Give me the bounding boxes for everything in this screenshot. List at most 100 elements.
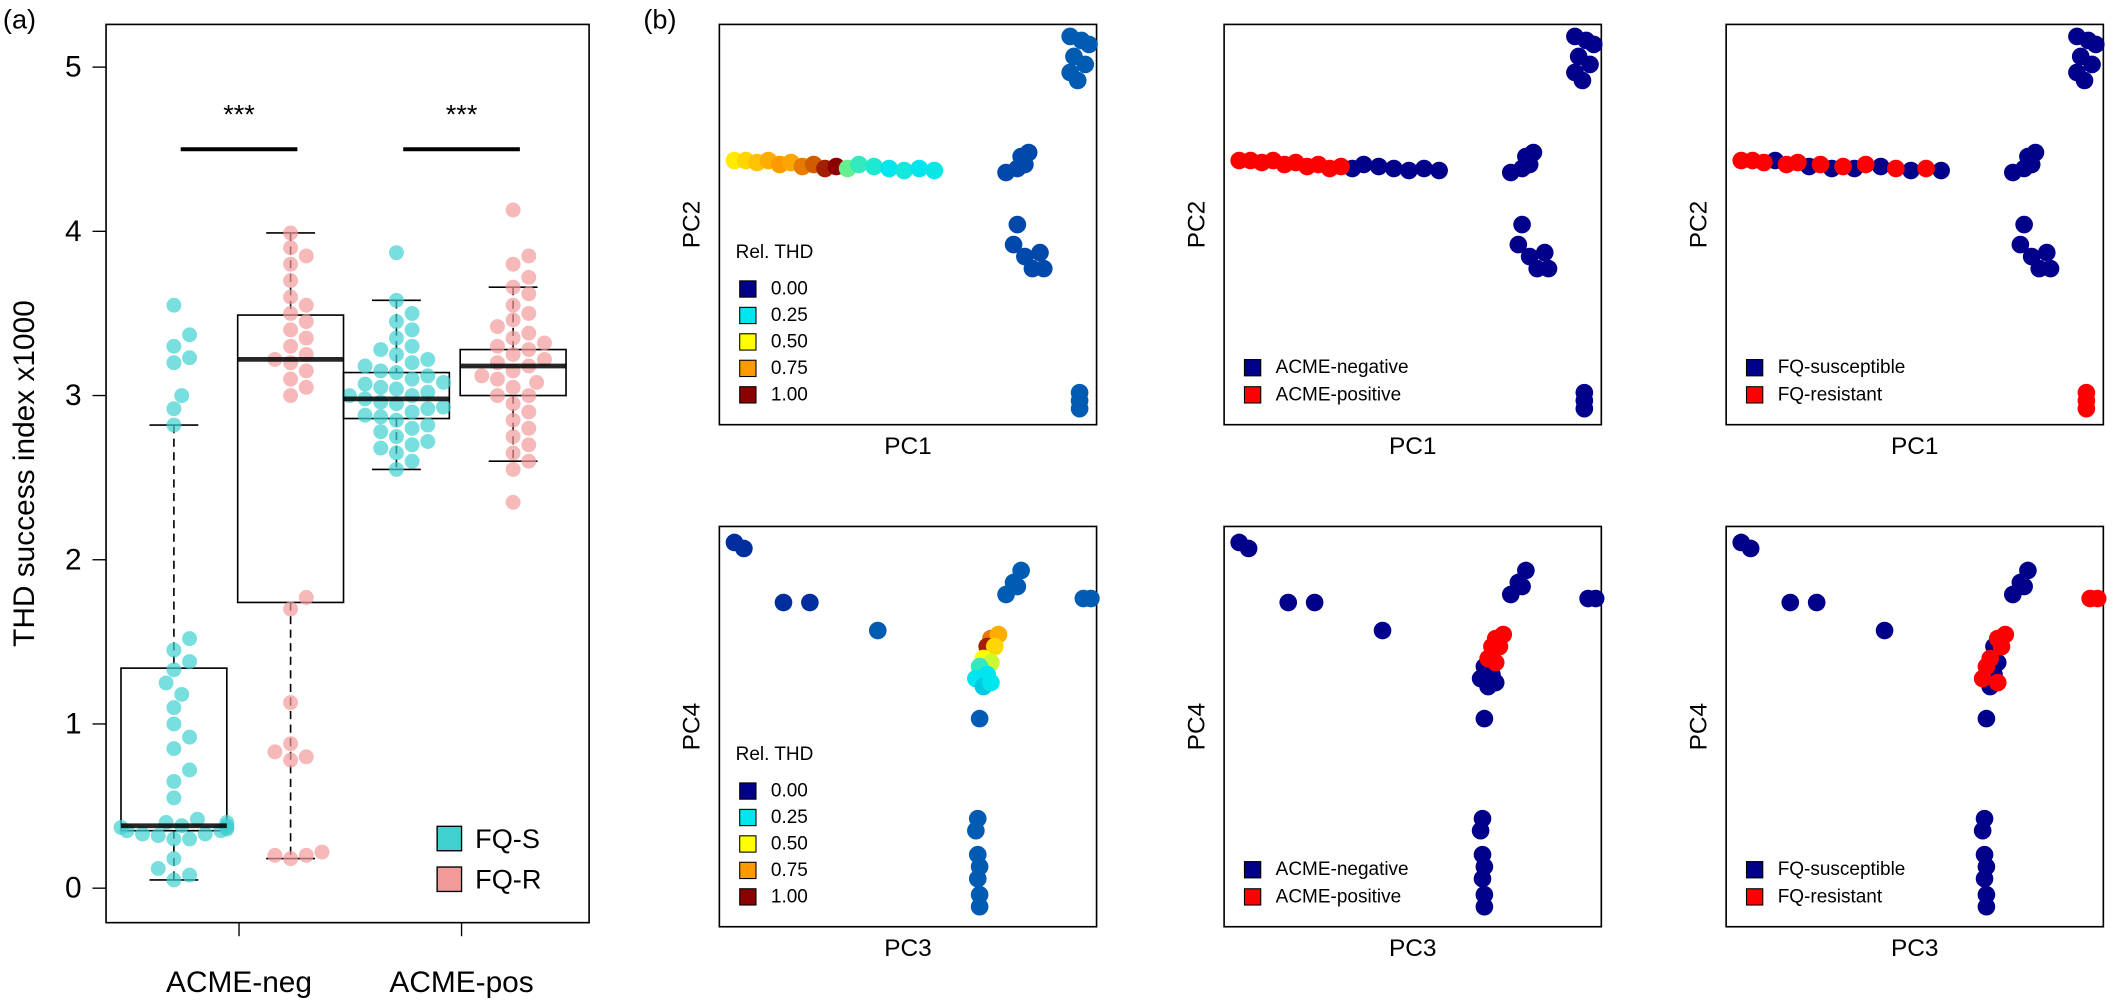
data-point <box>166 338 182 354</box>
data-point <box>182 831 198 847</box>
data-point <box>1369 157 1388 176</box>
data-point <box>1430 161 1448 180</box>
panel-label: (a) <box>3 3 36 34</box>
legend-swatch <box>739 808 757 827</box>
legend-label: 0.75 <box>771 358 808 379</box>
data-point <box>1486 653 1505 672</box>
data-point <box>505 396 521 412</box>
data-point <box>182 867 198 883</box>
data-point <box>2011 235 2030 254</box>
data-point <box>1016 155 1034 174</box>
x-axis-label: PC1 <box>1891 433 1938 460</box>
data-point <box>895 161 914 180</box>
data-point <box>1031 243 1049 262</box>
data-point <box>505 256 521 272</box>
data-point <box>298 847 314 863</box>
data-point <box>314 844 330 860</box>
data-point <box>166 872 182 888</box>
data-point <box>420 351 436 367</box>
data-point <box>1415 159 1433 178</box>
data-point <box>166 716 182 732</box>
panel-label: (b) <box>643 3 676 34</box>
data-point <box>388 445 404 461</box>
legend-swatch <box>1745 888 1764 906</box>
data-point <box>1486 673 1505 692</box>
legend-label: 0.25 <box>771 305 808 326</box>
data-point <box>1076 55 1095 74</box>
legend-label: ACME-negative <box>1276 357 1409 378</box>
data-point <box>505 429 521 445</box>
data-point <box>166 700 182 716</box>
plot-frame <box>718 525 1098 928</box>
legend-swatch <box>739 280 757 298</box>
legend-label: 0.50 <box>771 331 808 352</box>
data-point <box>489 338 505 354</box>
data-point <box>850 155 868 174</box>
data-point <box>521 404 537 420</box>
data-point <box>536 335 552 351</box>
data-point <box>1586 589 1605 608</box>
data-point <box>166 401 182 417</box>
x-tick-label: ACME-neg <box>166 966 312 999</box>
plot-frame <box>1725 23 2105 426</box>
data-point <box>1332 157 1350 176</box>
data-point <box>505 312 521 328</box>
significance-label: *** <box>446 98 478 129</box>
data-point <box>505 494 521 510</box>
plot-frame <box>718 23 1098 426</box>
y-axis-label: PC2 <box>1183 201 1210 248</box>
data-point <box>166 831 182 847</box>
legend-swatch <box>1243 386 1262 404</box>
y-tick-label: 0 <box>65 872 82 905</box>
data-point <box>298 363 314 379</box>
data-point <box>388 381 404 397</box>
legend-label: ACME-positive <box>1276 384 1402 405</box>
data-point <box>158 675 174 691</box>
data-point <box>166 790 182 806</box>
data-point <box>529 374 545 390</box>
data-point <box>1917 159 1935 178</box>
data-point <box>774 593 793 612</box>
x-axis-label: PC3 <box>1389 935 1436 962</box>
data-point <box>283 851 299 867</box>
y-axis-label: THD success index x1000 <box>8 300 41 647</box>
data-point <box>182 327 198 343</box>
data-point <box>420 434 436 449</box>
data-point <box>1082 589 1100 608</box>
y-tick-label: 3 <box>65 379 82 412</box>
data-point <box>2083 55 2101 74</box>
data-point <box>388 245 404 261</box>
data-point <box>1070 399 1089 418</box>
legend-label: 0.25 <box>771 807 808 828</box>
data-point <box>880 159 898 178</box>
y-tick-label: 4 <box>65 215 82 248</box>
y-axis-label: PC2 <box>679 201 706 248</box>
data-point <box>1975 869 1994 888</box>
data-point <box>1012 561 1030 580</box>
data-point <box>1373 621 1392 640</box>
data-point <box>521 269 537 285</box>
data-point <box>298 749 314 765</box>
data-point <box>968 869 987 888</box>
plot-frame <box>1223 525 1603 928</box>
y-tick-label: 2 <box>65 543 82 576</box>
data-point <box>1080 35 1098 54</box>
data-point <box>1871 157 1890 176</box>
legend-label: FQ-susceptible <box>1778 357 1906 378</box>
data-point <box>166 297 182 313</box>
legend-swatch <box>739 306 757 325</box>
data-point <box>404 420 420 436</box>
data-point <box>1811 155 1830 174</box>
data-point <box>1385 159 1403 178</box>
data-point <box>283 338 299 354</box>
data-point <box>910 159 929 178</box>
data-point <box>505 461 521 477</box>
plot-frame <box>1725 525 2105 928</box>
data-point <box>2041 259 2060 278</box>
data-point <box>283 289 299 305</box>
data-point <box>189 811 205 827</box>
data-point <box>1279 593 1298 612</box>
data-point <box>1239 539 1258 558</box>
x-tick-label: ACME-pos <box>389 966 533 999</box>
data-point <box>1887 159 1905 178</box>
